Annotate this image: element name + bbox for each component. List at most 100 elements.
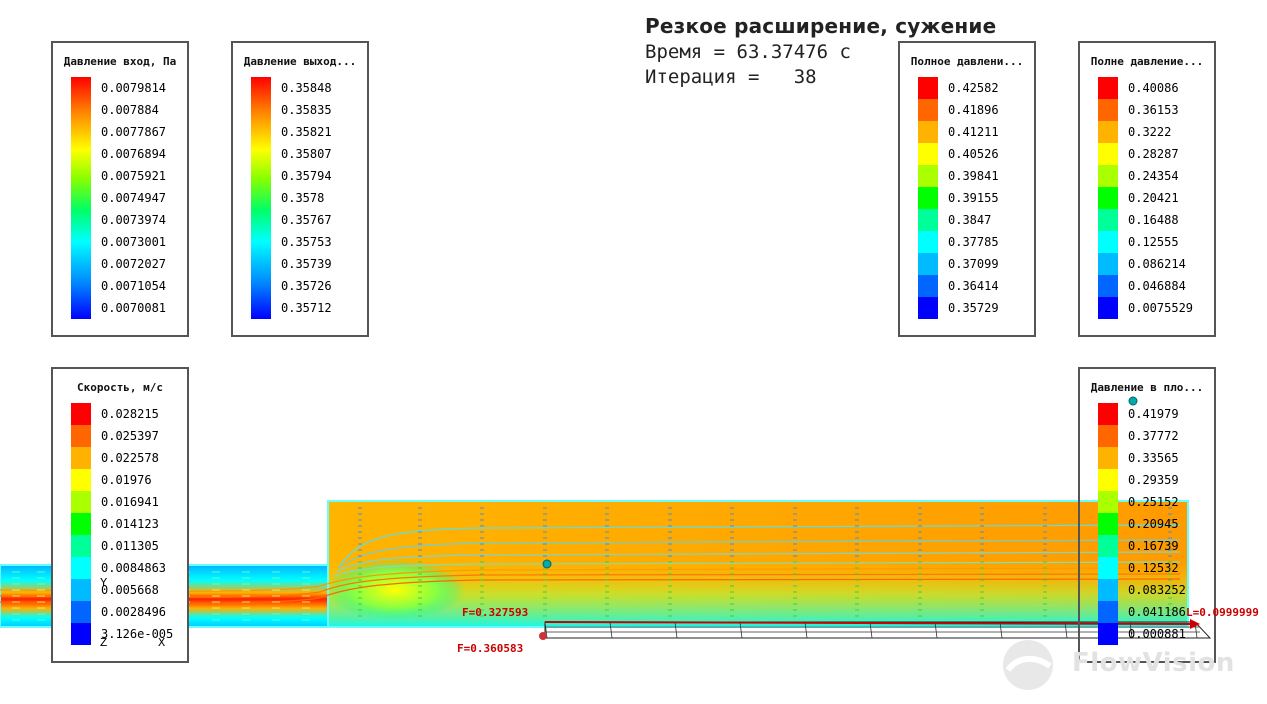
legend-value: 0.0076894 (101, 147, 167, 161)
legend-value: 0.35794 (281, 169, 332, 183)
legend-color-step (71, 579, 91, 601)
legend-inlet-pressure[interactable]: Давление вход, Па 0.0079814 0.007884 0.007… (51, 41, 189, 337)
legend-color-step (71, 491, 91, 513)
legend-value: 0.41979 (1128, 407, 1179, 421)
legend-color-step (1098, 275, 1118, 297)
legend-value: 0.022578 (101, 451, 159, 465)
legend-title: Полне давление... (1090, 55, 1204, 68)
force-label-2: F=0.360583 (457, 642, 524, 655)
legend-value: 0.16488 (1128, 213, 1179, 227)
simulation-title-block: Резкое расширение, сужение Время = 63.37… (645, 14, 996, 88)
legend-value: 0.29359 (1128, 473, 1179, 487)
legend-color-step (918, 209, 938, 231)
axis-y-label: Y (100, 576, 108, 590)
legend-value: 0.000881 (1128, 627, 1186, 641)
probe-point[interactable] (542, 559, 552, 569)
legend-value: 0.0075921 (101, 169, 167, 183)
legend-color-step (1098, 121, 1118, 143)
force-label-1: F=0.327593 (462, 606, 529, 619)
legend-value: 0.0073001 (101, 235, 167, 249)
legend-velocity[interactable]: Скорость, м/с 0.028215 0.025397 0.022578 0.… (51, 367, 189, 663)
legend-value: 0.35807 (281, 147, 332, 161)
grid-line (999, 621, 1003, 639)
legend-color-step (71, 447, 91, 469)
length-label: L=0.0999999 (1186, 606, 1259, 619)
grid-line (934, 621, 938, 639)
flowvision-logo-icon (1003, 640, 1053, 690)
legend-color-step (1098, 99, 1118, 121)
legend-color-step (918, 275, 938, 297)
legend-color-step (1098, 491, 1118, 513)
legend-value: 0.0070081 (101, 301, 167, 315)
legend-value: 0.011305 (101, 539, 159, 553)
legend-value: 0.35739 (281, 257, 332, 271)
legend-color-step (1098, 77, 1118, 99)
legend-color-step (1098, 579, 1118, 601)
grid-line (869, 621, 873, 639)
legend-color-step (71, 403, 91, 425)
legend-value: 0.37099 (948, 257, 999, 271)
legend-total-pressure-1[interactable]: Полное давлени... 0.42582 0.41896 0.41211 0… (898, 41, 1036, 337)
legend-value: 0.24354 (1128, 169, 1179, 183)
legend-color-step (918, 77, 938, 99)
legend-color-step (1098, 425, 1118, 447)
legend-color-step (1098, 513, 1118, 535)
legend-value: 0.36153 (1128, 103, 1179, 117)
legend-value: 0.086214 (1128, 257, 1186, 271)
grid-line (739, 621, 743, 639)
legend-value: 0.25152 (1128, 495, 1179, 509)
legend-title: Скорость, м/с (76, 381, 164, 394)
probe-point[interactable] (1128, 396, 1138, 406)
legend-color-step (71, 623, 91, 645)
legend-color-step (71, 601, 91, 623)
legend-value: 0.016941 (101, 495, 159, 509)
iteration-readout: Итерация = 38 (645, 66, 817, 88)
legend-color-bar (918, 77, 938, 319)
legend-color-step (1098, 143, 1118, 165)
scene-title: Резкое расширение, сужение (645, 14, 997, 38)
legend-color-step (918, 99, 938, 121)
legend-value: 0.35835 (281, 103, 332, 117)
legend-value: 0.16739 (1128, 539, 1179, 553)
legend-color-step (71, 425, 91, 447)
legend-value: 0.0084863 (101, 561, 167, 575)
legend-value: 0.40526 (948, 147, 999, 161)
legend-value: 0.0073974 (101, 213, 167, 227)
grid-line (609, 621, 613, 639)
ground-plane (539, 619, 1212, 640)
legend-color-step (71, 557, 91, 579)
legend-value: 0.20945 (1128, 517, 1179, 531)
legend-value: 0.41211 (948, 125, 999, 139)
legend-color-step (918, 297, 938, 319)
legend-value: 0.0079814 (101, 81, 167, 95)
legend-value: 0.36414 (948, 279, 999, 293)
legend-value: 0.35753 (281, 235, 332, 249)
legend-color-step (1098, 165, 1118, 187)
legend-color-step (71, 469, 91, 491)
legend-value: 0.35848 (281, 81, 332, 95)
legend-color-bar (1098, 77, 1118, 319)
legend-color-step (1098, 253, 1118, 275)
legend-value: 0.28287 (1128, 147, 1179, 161)
legend-value: 0.41896 (948, 103, 999, 117)
legend-value: 0.33565 (1128, 451, 1179, 465)
legend-value: 0.0071054 (101, 279, 167, 293)
legend-color-step (918, 165, 938, 187)
legend-value: 0.35726 (281, 279, 332, 293)
legend-total-pressure-2[interactable]: Полне давление... 0.40086 0.36153 0.3222 0.… (1078, 41, 1216, 337)
legend-color-bar (71, 77, 91, 319)
legend-value: 0.39155 (948, 191, 999, 205)
legend-color-bar (71, 403, 91, 645)
legend-value: 0.007884 (101, 103, 159, 117)
legend-color-step (918, 121, 938, 143)
legend-outlet-pressure[interactable]: Давление выход... 0.35848 0.35835 0.35821 0… (231, 41, 369, 337)
legend-value: 0.42582 (948, 81, 999, 95)
legend-color-step (1098, 403, 1118, 425)
brand-name: FlowVision (1072, 648, 1235, 678)
legend-value: 0.35729 (948, 301, 999, 315)
legend-color-step (1098, 209, 1118, 231)
legend-color-step (1098, 469, 1118, 491)
legend-plane-pressure[interactable]: Давление в пло... 0.41979 0.37772 0.33565 0… (1078, 367, 1216, 663)
grid-line (804, 621, 808, 639)
